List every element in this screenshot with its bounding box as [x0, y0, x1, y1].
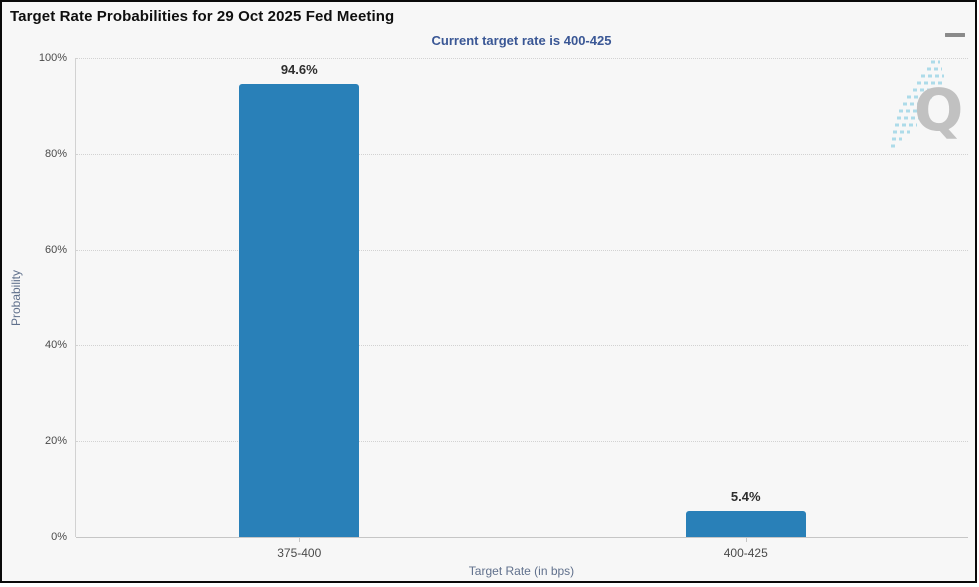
x-axis-tick	[299, 537, 301, 542]
y-tick-label: 80%	[44, 147, 67, 160]
x-axis-tick	[745, 537, 747, 542]
chart-title: Target Rate Probabilities for 29 Oct 202…	[10, 8, 395, 25]
y-tick-label: 60%	[44, 243, 67, 256]
y-axis-title: Probability	[9, 269, 23, 327]
gridline	[76, 58, 968, 59]
gridline	[76, 153, 968, 155]
quikstrike-q-logo-icon: Q	[887, 54, 967, 156]
bar-375-400[interactable]	[239, 83, 360, 537]
bar-400-425[interactable]	[685, 511, 806, 537]
gridline	[76, 441, 968, 443]
x-axis-title: Target Rate (in bps)	[468, 564, 575, 578]
y-tick-label: 40%	[44, 339, 67, 352]
y-tick-label: 0%	[51, 531, 67, 543]
x-category-label: 375-400	[277, 546, 322, 560]
bar-data-label: 5.4%	[730, 489, 761, 505]
chart-subtitle: Current target rate is 400-425	[431, 33, 612, 48]
svg-text:Q: Q	[914, 76, 963, 144]
plot-area: 0% 20% 40% 60% 80% 100% 94.6% 375-400 5.4% 400-42…	[39, 52, 968, 560]
y-tick-label: 20%	[44, 435, 67, 448]
y-tick-label: 100%	[38, 52, 67, 64]
gridline	[76, 537, 968, 538]
bar-data-label: 94.6%	[280, 61, 318, 77]
x-category-label: 400-425	[723, 546, 768, 560]
hamburger-bar	[945, 33, 965, 37]
hamburger-menu-icon[interactable]	[945, 19, 965, 37]
gridline	[76, 249, 968, 251]
gridline	[76, 345, 968, 347]
